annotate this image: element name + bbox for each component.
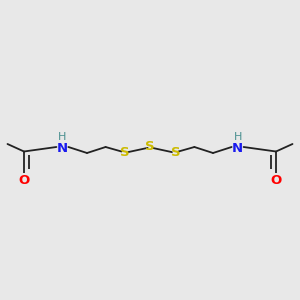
Text: H: H <box>233 131 242 142</box>
Text: H: H <box>58 131 67 142</box>
Text: S: S <box>120 146 129 160</box>
Text: S: S <box>171 146 180 160</box>
Text: N: N <box>57 142 68 155</box>
Text: O: O <box>270 173 282 187</box>
Text: O: O <box>18 173 30 187</box>
Text: N: N <box>232 142 243 155</box>
Text: S: S <box>145 140 155 154</box>
